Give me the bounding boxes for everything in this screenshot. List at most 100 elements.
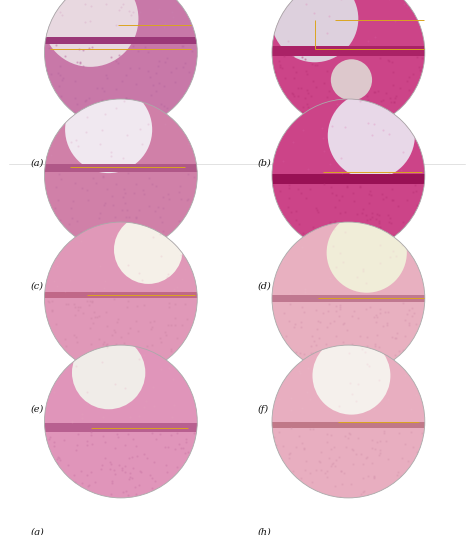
Point bbox=[345, 247, 353, 255]
Point bbox=[94, 331, 101, 340]
Point bbox=[371, 88, 379, 97]
Point bbox=[339, 480, 346, 488]
Point bbox=[156, 334, 164, 343]
Point bbox=[155, 111, 163, 120]
Circle shape bbox=[327, 212, 407, 293]
Point bbox=[435, 203, 442, 212]
Point bbox=[348, 231, 356, 240]
Point bbox=[328, 462, 335, 471]
Point bbox=[188, 115, 195, 124]
Point bbox=[268, 82, 275, 90]
Point bbox=[420, 373, 428, 381]
Point bbox=[121, 95, 129, 103]
Point bbox=[336, 195, 343, 204]
Point bbox=[125, 328, 132, 337]
Point bbox=[171, 445, 179, 453]
Point bbox=[135, 411, 142, 420]
Point bbox=[166, 260, 174, 269]
Point bbox=[91, 213, 99, 222]
Point bbox=[50, 388, 57, 396]
Point bbox=[102, 71, 110, 79]
Point bbox=[310, 337, 318, 346]
Point bbox=[381, 308, 389, 316]
Circle shape bbox=[328, 92, 415, 179]
Point bbox=[141, 258, 148, 267]
Point bbox=[165, 364, 173, 373]
Point bbox=[109, 130, 117, 139]
Point bbox=[342, 226, 350, 234]
Point bbox=[57, 143, 65, 151]
Point bbox=[126, 220, 134, 228]
Point bbox=[127, 142, 135, 151]
Point bbox=[387, 135, 395, 144]
Point bbox=[149, 339, 157, 348]
Point bbox=[410, 254, 417, 262]
Point bbox=[60, 258, 67, 266]
Point bbox=[315, 208, 322, 216]
Point bbox=[252, 335, 259, 344]
Point bbox=[405, 457, 412, 465]
Point bbox=[319, 391, 327, 400]
Point bbox=[61, 388, 68, 396]
Point bbox=[363, 452, 370, 461]
Point bbox=[367, 138, 375, 147]
Point bbox=[431, 505, 439, 513]
Point bbox=[338, 68, 346, 77]
Point bbox=[157, 252, 165, 261]
Point bbox=[118, 206, 126, 215]
Point bbox=[298, 53, 306, 62]
Point bbox=[110, 242, 118, 251]
Point bbox=[429, 216, 437, 224]
Point bbox=[82, 95, 90, 104]
Point bbox=[384, 56, 392, 64]
Point bbox=[386, 270, 394, 278]
Point bbox=[50, 277, 57, 285]
Point bbox=[410, 128, 418, 137]
Point bbox=[153, 488, 160, 497]
Point bbox=[60, 436, 68, 445]
Point bbox=[302, 391, 310, 400]
Point bbox=[129, 8, 137, 17]
Point bbox=[391, 333, 399, 342]
Point bbox=[57, 91, 64, 100]
Point bbox=[155, 114, 163, 123]
Point bbox=[54, 282, 61, 291]
Point bbox=[422, 376, 430, 384]
Point bbox=[406, 389, 413, 398]
Point bbox=[125, 95, 133, 104]
Point bbox=[360, 486, 367, 495]
Point bbox=[343, 121, 350, 129]
Point bbox=[250, 516, 257, 525]
Point bbox=[172, 483, 180, 491]
Point bbox=[316, 334, 323, 342]
Point bbox=[74, 389, 82, 398]
Point bbox=[85, 94, 92, 102]
Point bbox=[23, 28, 31, 36]
Point bbox=[128, 453, 136, 462]
Point bbox=[46, 461, 54, 470]
Point bbox=[115, 107, 122, 116]
Point bbox=[49, 329, 57, 338]
Point bbox=[163, 330, 170, 339]
Point bbox=[76, 58, 83, 67]
Point bbox=[352, 80, 360, 89]
Point bbox=[88, 314, 95, 322]
Text: (g): (g) bbox=[30, 528, 44, 535]
Point bbox=[359, 264, 366, 273]
Point bbox=[385, 144, 393, 153]
Point bbox=[128, 146, 136, 155]
Point bbox=[39, 204, 47, 213]
Point bbox=[267, 321, 274, 330]
Point bbox=[268, 204, 275, 213]
Point bbox=[343, 443, 350, 452]
Point bbox=[74, 430, 82, 439]
Point bbox=[394, 515, 402, 524]
Point bbox=[333, 127, 340, 135]
Point bbox=[294, 379, 302, 387]
Point bbox=[182, 300, 189, 308]
Point bbox=[132, 441, 139, 450]
Point bbox=[147, 19, 155, 28]
Point bbox=[375, 330, 383, 339]
Point bbox=[129, 464, 137, 473]
Point bbox=[250, 220, 258, 229]
